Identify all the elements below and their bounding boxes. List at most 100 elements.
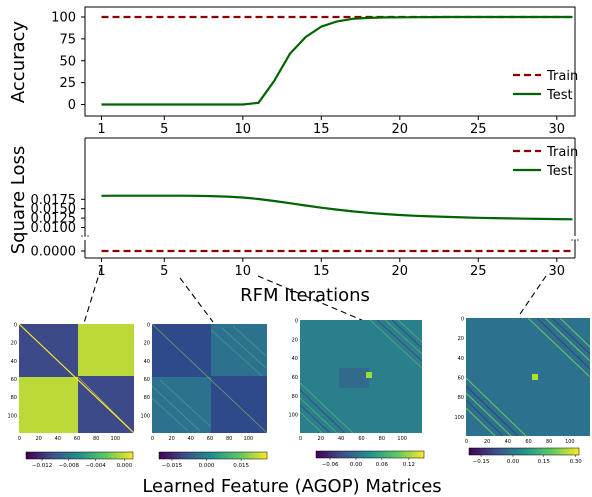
connector-lines [83,267,547,324]
loss-xtick-label: 10 [235,264,252,279]
matrix-xtick-label: 80 [93,436,99,442]
matrix-xtick-label: 60 [207,436,213,442]
colorbar-tick-label: 0.12 [403,462,415,468]
matrix-stripes [300,320,422,433]
matrix-xtick-label: 80 [546,439,552,445]
accuracy-series-test [101,15,573,106]
loss-xtick-label: 20 [392,264,409,279]
matrix-ytick-label: 20 [11,341,17,347]
matrix-xtick-label: 0 [18,436,21,442]
colorbar-ticks-iter-10: −0.06 0.00 0.06 0.12 [322,458,415,468]
matrix-block-bottom-left [19,377,78,433]
matrix-ytick-label: 60 [144,377,150,383]
colorbar-tick-label: −0.008 [59,463,80,469]
matrices-title: Learned Feature (AGOP) Matrices [142,476,441,497]
matrix-xtick-label: 100 [565,439,575,445]
matrix-xtick-label: 60 [525,439,531,445]
matrix-stripes [466,318,590,436]
accuracy-ytick-label: 75 [59,32,76,47]
colorbar-tick-label: 0.00 [350,462,363,468]
loss-ytick-label: 0.0175 [31,193,77,208]
matrix-xtick-label: 100 [111,436,121,442]
matrix-block-bottom-left [152,377,211,433]
colorbar-tick-label: −0.012 [32,463,52,469]
matrix-xtick-label: 40 [188,436,194,442]
matrix-xtick-label: 80 [226,436,232,442]
matrix-stripes [151,323,268,434]
colorbar-tick-label: −0.015 [162,463,183,469]
colorbar-iter-5 [158,451,268,460]
accuracy-legend: Train Test [513,69,578,103]
matrix-ytick-label: 0 [147,322,150,328]
matrix-ticks-iter-1: 0 20 40 60 80 100 0 20 40 60 80 100 [7,322,120,442]
accuracy-xtick-label: 10 [235,122,252,137]
colorbar-tick-label: −0.06 [322,462,339,468]
accuracy-xtick-label: 20 [392,122,409,137]
matrix-ticks-iter-31: 0 20 40 60 80 100 0 20 40 60 80 100 [454,316,574,445]
agop-matrix-iter-5 [151,323,268,434]
accuracy-xtick-label: 15 [313,122,330,137]
matrix-ytick-label: 40 [458,356,464,362]
legend-test-label: Test [546,164,573,179]
colorbar-tick-label: 0.30 [570,459,583,465]
legend-train-label: Train [546,145,578,160]
legend-test-label: Test [546,88,573,103]
loss-xtick-label: 15 [313,264,330,279]
loss-ytick-label: 0.0100 [31,221,77,236]
matrix-ytick-label: 20 [144,341,150,347]
matrix-antidiagonal [77,376,135,434]
matrix-xtick-label: 0 [151,436,154,442]
loss-series-test [101,194,573,221]
colorbar-tick-label: −0.004 [85,463,106,469]
legend-train-label: Train [546,69,578,84]
matrix-ytick-label: 100 [454,415,464,421]
loss-legend: Train Test [513,145,578,179]
matrix-xtick-label: 100 [397,436,407,442]
matrix-ytick-label: 100 [7,413,17,419]
colorbars [25,447,580,460]
matrix-xtick-label: 100 [244,436,254,442]
colorbar-tick-label: 0.00 [507,459,520,465]
matrix-ytick-label: 40 [11,359,17,365]
accuracy-axes-frame [84,6,576,117]
agop-matrix-iter-10 [300,320,422,433]
matrix-xtick-label: 40 [55,436,61,442]
matrix-ytick-label: 0 [461,316,464,322]
loss-xtick-label: 30 [549,264,566,279]
matrix-ytick-label: 60 [292,375,298,381]
colorbar-tick-label: 0.000 [199,463,215,469]
matrix-ytick-label: 80 [11,395,17,401]
matrix-ytick-label: 80 [292,394,298,400]
colorbar-ticks-iter-5: −0.015 0.000 0.015 [162,459,249,469]
matrix-ytick-label: 40 [292,356,298,362]
matrix-xtick-label: 20 [318,436,324,442]
agop-matrix-iter-1 [18,323,135,434]
accuracy-ylabel: Accuracy [8,21,29,104]
matrix-ytick-label: 100 [140,413,150,419]
colorbar-ticks-iter-1: −0.012 −0.008 −0.004 0.000 [32,459,133,469]
loss-xtick-label: 25 [470,264,487,279]
accuracy-ytick-label: 25 [59,76,76,91]
accuracy-xtick-label: 5 [160,122,168,137]
loss-ytick-label: 0.0150 [31,202,77,217]
matrix-ytick-label: 60 [11,377,17,383]
matrix-ytick-label: 80 [458,395,464,401]
connector-iter-10 [257,275,365,322]
colorbar-tick-label: −0.15 [473,459,490,465]
matrix-background [466,318,590,436]
colorbar-ticks-iter-31: −0.15 0.00 0.15 0.30 [473,455,583,465]
accuracy-xtick-label: 25 [470,122,487,137]
agop-matrix-iter-31 [466,318,590,436]
matrix-ytick-label: 0 [14,322,17,328]
loss-ylabel: Square Loss [8,146,29,255]
matrix-xtick-label: 40 [505,439,511,445]
matrix-ytick-label: 20 [458,336,464,342]
matrix-xtick-label: 60 [358,436,364,442]
accuracy-ytick-label: 0 [68,98,76,113]
matrix-xtick-label: 20 [168,436,174,442]
accuracy-xtick-label: 1 [97,122,105,137]
matrix-xtick-label: 0 [299,436,302,442]
matrix-ytick-label: 40 [144,359,150,365]
